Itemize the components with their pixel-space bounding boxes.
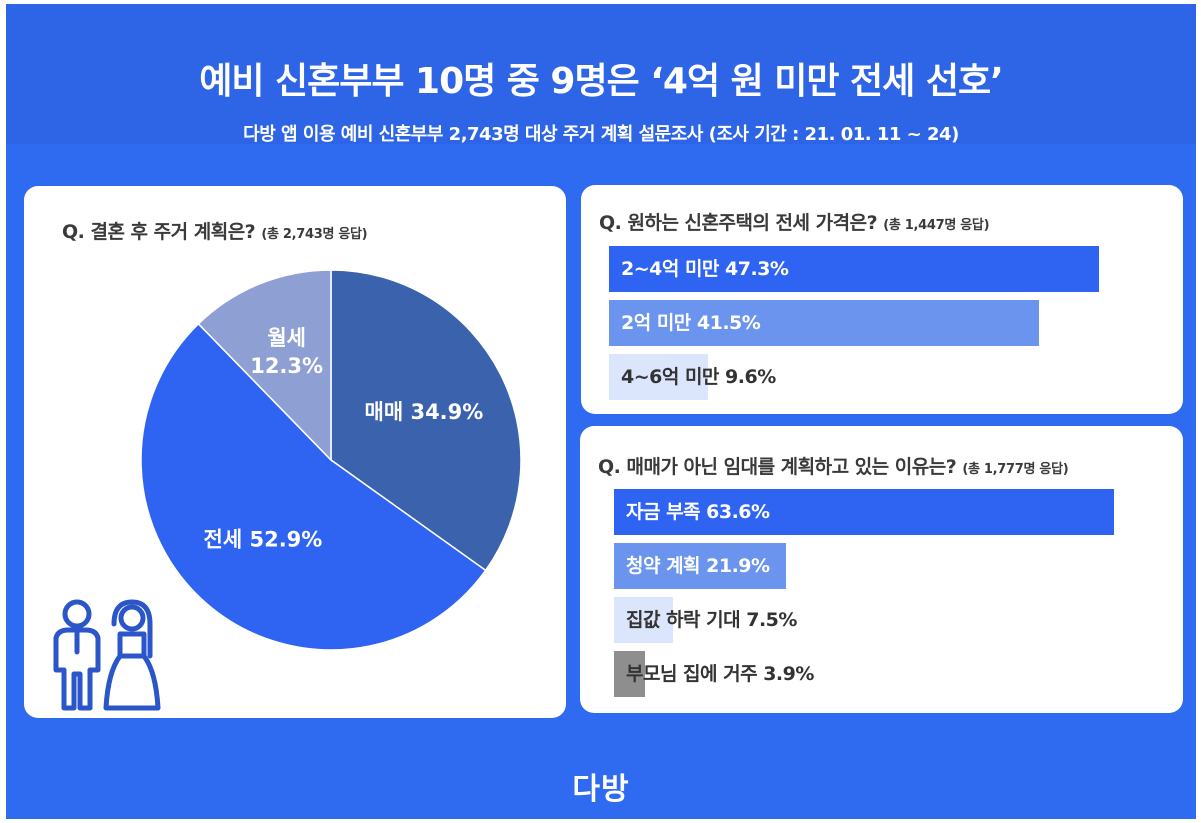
bar-row: 4~6억 미만 9.6%	[609, 354, 1099, 400]
bar-row: 집값 하락 기대 7.5%	[614, 597, 1114, 643]
page-subtitle: 다방 앱 이용 예비 신혼부부 2,743명 대상 주거 계획 설문조사 (조사…	[243, 124, 959, 145]
bar-label: 부모님 집에 거주 3.9%	[626, 663, 814, 685]
bar	[609, 354, 708, 400]
bar	[609, 300, 1039, 346]
dabang-logo: 다방	[572, 772, 630, 807]
infographic: 예비 신혼부부 10명 중 9명은 ‘4억 원 미만 전세 선호’ 다방 앱 이…	[6, 4, 1196, 819]
bar-label: 자금 부족 63.6%	[626, 501, 770, 523]
bar	[614, 651, 645, 697]
bar	[614, 597, 673, 643]
bar-label: 2억 미만 41.5%	[621, 312, 761, 334]
bar-row: 청약 계획 21.9%	[614, 543, 1114, 589]
bar	[609, 246, 1099, 292]
reason-chart-title: Q. 매매가 아닌 임대를 계획하고 있는 이유는?	[598, 456, 957, 478]
pie-chart-question: Q. 결혼 후 주거 계획은? (총 2,743명 응답)	[62, 217, 368, 244]
pie-slice-label-2: 전세 52.9%	[204, 527, 323, 551]
bar-label: 청약 계획 21.9%	[626, 555, 770, 577]
reason-chart-note: (총 1,777명 응답)	[962, 462, 1069, 477]
bar-row: 2억 미만 41.5%	[609, 300, 1099, 346]
bar	[614, 489, 1114, 535]
price-chart-title: Q. 원하는 신혼주택의 전세 가격은?	[599, 212, 878, 234]
pie-chart-card: Q. 결혼 후 주거 계획은? (총 2,743명 응답) 매매 34.9% 전세…	[24, 186, 566, 718]
bar-label: 4~6억 미만 9.6%	[621, 366, 776, 388]
pie-slice-label-3-line-1: 월세	[267, 326, 306, 350]
bar-row: 2~4억 미만 47.3%	[609, 246, 1099, 292]
pie-chart-note: (총 2,743명 응답)	[261, 227, 368, 242]
bar-label: 2~4억 미만 47.3%	[621, 258, 789, 280]
bar-row: 자금 부족 63.6%	[614, 489, 1114, 535]
reason-chart-question: Q. 매매가 아닌 임대를 계획하고 있는 이유는? (총 1,777명 응답)	[598, 452, 1069, 479]
pie-slice-1	[330, 269, 522, 572]
pie-chart: 매매 34.9% 전세 52.9% 월세 12.3%	[140, 269, 522, 651]
bar-label: 집값 하락 기대 7.5%	[626, 609, 797, 631]
pie-chart-title: Q. 결혼 후 주거 계획은?	[62, 221, 256, 243]
reason-chart-card: Q. 매매가 아닌 임대를 계획하고 있는 이유는? (총 1,777명 응답)…	[580, 426, 1183, 713]
page-title: 예비 신혼부부 10명 중 9명은 ‘4억 원 미만 전세 선호’	[199, 61, 1004, 102]
pie-slice-3	[197, 269, 332, 462]
price-chart-card: Q. 원하는 신혼주택의 전세 가격은? (총 1,447명 응답) 2~4억 …	[581, 185, 1183, 414]
price-chart-question: Q. 원하는 신혼주택의 전세 가격은? (총 1,447명 응답)	[599, 208, 990, 235]
pie-slice-label-1: 매매 34.9%	[365, 400, 484, 424]
header: 예비 신혼부부 10명 중 9명은 ‘4억 원 미만 전세 선호’ 다방 앱 이…	[6, 4, 1196, 145]
bar	[614, 543, 786, 589]
bar-row: 부모님 집에 거주 3.9%	[614, 651, 1114, 697]
price-chart-note: (총 1,447명 응답)	[883, 218, 990, 233]
pie-slice-label-3-line-2: 12.3%	[250, 354, 323, 378]
couple-icon	[53, 599, 161, 711]
pie-slice-2	[140, 322, 487, 651]
